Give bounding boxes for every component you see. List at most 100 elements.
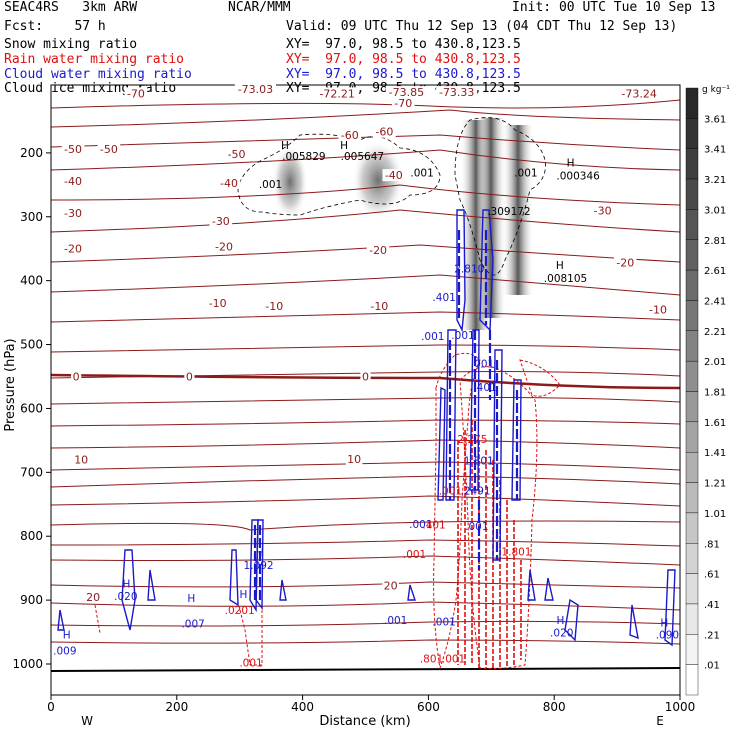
colorbar-label: 3.41 [704, 145, 726, 156]
colorbar-label: 1.61 [704, 418, 726, 429]
isotherm-line [50, 209, 681, 233]
label-background [391, 96, 415, 109]
y-tick-label: 800 [20, 529, 43, 543]
max-value-label: 2.810 [454, 263, 484, 275]
isotherm-line [50, 274, 681, 296]
colorbar-label: .01 [704, 661, 720, 672]
colorbar-label: 3.21 [704, 175, 726, 186]
label-background [436, 86, 478, 99]
cloud-contour [437, 386, 446, 501]
label-background [262, 300, 286, 313]
max-value-label: .001 [409, 519, 432, 531]
snow-shade-blob [352, 140, 404, 220]
y-axis-label: Pressure (hPa) [3, 338, 18, 431]
cloud-water-core [253, 230, 519, 600]
isotherm-label: -70 [127, 87, 145, 100]
colorbar-swatch [685, 391, 699, 423]
max-value-label: .005647 [341, 151, 384, 163]
rain-contour [94, 604, 101, 634]
isotherm-label: -40 [385, 169, 403, 182]
isotherm-line [50, 581, 681, 589]
max-value-label: H [256, 547, 264, 559]
label-background [385, 86, 427, 99]
label-background [646, 303, 670, 316]
isotherm-line [50, 439, 681, 449]
isotherm-line [50, 149, 681, 171]
isotherm-line [50, 244, 681, 263]
plot-frame [50, 84, 681, 696]
isotherm-label: -50 [64, 143, 82, 156]
max-value-label: .020 [550, 628, 573, 640]
max-value-label: H [63, 629, 71, 641]
rain-contour [433, 352, 481, 670]
color-scale-bar: 3.61 3.41 3.21 3.01 2.81 2.61 2.41 2.21 2.01 1.81… [685, 85, 730, 696]
label-background [61, 206, 85, 219]
cloud-contour [407, 584, 416, 601]
colorbar-swatch [685, 269, 699, 301]
colorbar-label: 3.01 [704, 205, 726, 216]
colorbar-label: 2.81 [704, 236, 726, 247]
max-value-label: .2491 [461, 486, 491, 498]
cloud-contour [456, 209, 466, 333]
y-axis-ticks: 1000 900 800 700 600 500 400 300 200 [12, 146, 51, 671]
cloud-contour [445, 329, 457, 501]
cloud-contour [492, 349, 503, 561]
rain-water-contours [94, 352, 561, 670]
cloud-contour [249, 519, 259, 613]
x-tick-label: 200 [165, 700, 188, 714]
ice-contour [454, 117, 546, 276]
max-value-label: 1.092 [244, 560, 274, 572]
cloud-contour [279, 579, 287, 601]
isotherm-label: -10 [265, 300, 283, 313]
isotherm-line [50, 419, 681, 427]
x-tick-label: 400 [291, 700, 314, 714]
valid-time: Valid: 09 UTC Thu 12 Sep 13 (04 CDT Thu … [286, 19, 678, 34]
x-axis-label: Distance (km) [319, 714, 410, 729]
colorbar-swatch [685, 360, 699, 392]
isotherm-label: 20 [384, 579, 398, 592]
isotherm-line [50, 184, 681, 206]
isotherm-label: -20 [369, 244, 387, 257]
colorbar-label: .41 [704, 600, 720, 611]
colorbar-label: 1.01 [704, 509, 726, 520]
colorbar-label: 1.21 [704, 479, 726, 490]
max-value-label: H [240, 589, 248, 601]
isotherm-label: 0 [73, 370, 80, 383]
cloud-contour [527, 569, 536, 601]
y-tick-label: 200 [20, 146, 43, 160]
temperature-contour-labels: -70 -73.03 -72.21 -73.85 -73.33 -70 -73.24 -60 -… [61, 82, 670, 604]
max-value-label: .401 [473, 382, 496, 394]
label-background [368, 300, 391, 313]
max-value-label: H [187, 593, 195, 605]
isotherm-label: -73.85 [389, 86, 424, 99]
cloud-contour [511, 379, 522, 501]
isotherm-label: -73.33 [439, 86, 474, 99]
max-value-label: 1.801 [464, 456, 494, 468]
max-value-label: .801 [420, 654, 443, 666]
label-background [345, 452, 363, 465]
max-value-label: .401 [422, 520, 445, 532]
isotherm-line [50, 555, 681, 566]
legend-rain-xy: XY= 97.0, 98.5 to 430.8,123.5 [286, 52, 521, 67]
label-background [184, 370, 195, 383]
isotherm-line [50, 99, 681, 109]
isotherm-label: -30 [64, 207, 82, 220]
max-value-label: .001 [471, 359, 494, 371]
max-value-label: .001 [421, 331, 444, 343]
isotherm-label: -10 [649, 303, 667, 316]
isotherm-line [50, 495, 681, 507]
label-background [382, 579, 399, 592]
cloud-contour [147, 569, 156, 601]
max-value-label: H [281, 140, 289, 152]
colorbar-label: 2.01 [704, 357, 726, 368]
isotherm-label: -73.24 [621, 87, 656, 100]
label-background [97, 142, 121, 155]
max-value-label: 2.275 [457, 434, 487, 446]
label-background [366, 243, 390, 256]
x-tick-label: 0 [47, 700, 55, 714]
snow-shade-column [502, 125, 534, 295]
x-tick-label: 600 [417, 700, 440, 714]
x-tick-label: 1000 [665, 700, 696, 714]
isotherm-label: -60 [375, 126, 393, 139]
isotherm-label: -30 [212, 215, 230, 228]
